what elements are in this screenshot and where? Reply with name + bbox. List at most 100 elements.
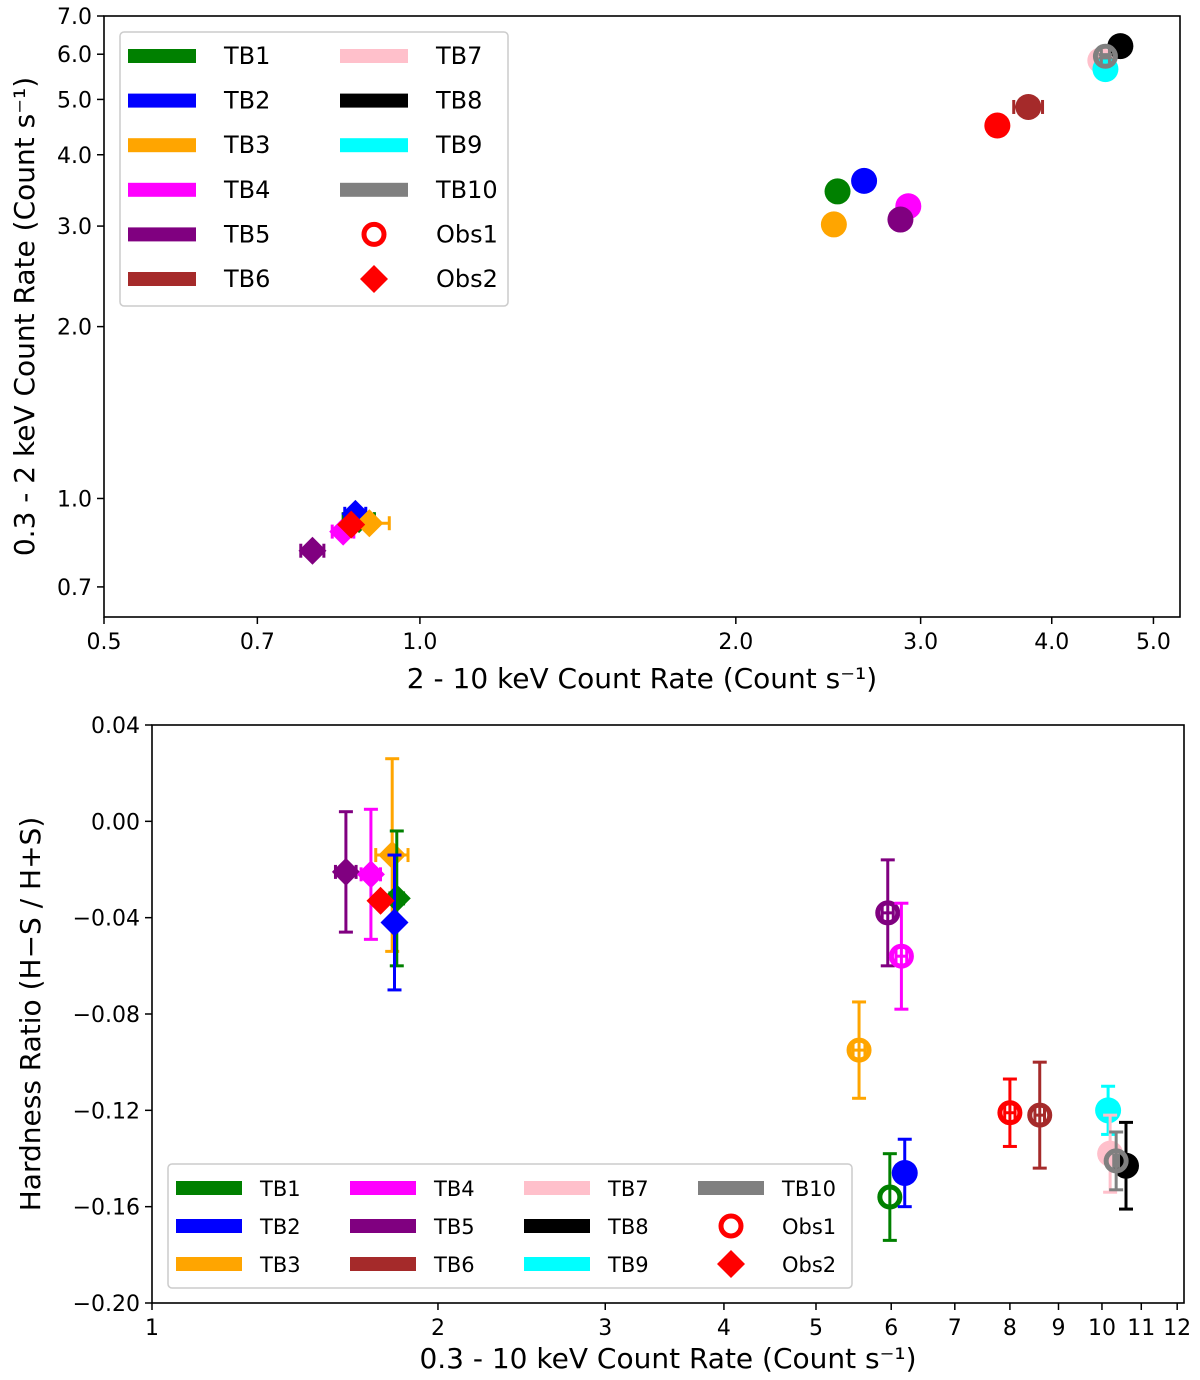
legend-swatch	[340, 49, 408, 63]
x-tick-label: 2.0	[718, 630, 753, 655]
legend-swatch	[350, 1181, 416, 1195]
legend-entry-tb3: TB3	[176, 1253, 301, 1277]
legend-entry-tb7: TB7	[524, 1177, 649, 1201]
legend-entry-obs2: Obs2	[717, 1250, 836, 1278]
marker-circle	[984, 112, 1011, 139]
y-tick-label: 7.0	[57, 5, 92, 30]
point-tb5-obs2	[331, 810, 360, 934]
legend-label: TB6	[223, 265, 270, 293]
legend-label: TB8	[607, 1215, 649, 1239]
point-tb2-obs1	[851, 167, 878, 194]
marker-circle	[824, 178, 851, 205]
legend-swatch	[176, 1257, 242, 1271]
marker-ring	[1092, 43, 1118, 69]
legend-label: TB1	[259, 1177, 301, 1201]
x-tick-label: 10	[1088, 1316, 1116, 1341]
legend-swatch	[361, 221, 387, 247]
legend-entry-tb1: TB1	[128, 42, 270, 70]
legend-swatch	[718, 1213, 744, 1239]
y-tick-label: −0.20	[73, 1292, 140, 1317]
legend-entry-tb10: TB10	[340, 176, 498, 204]
y-tick-label: 6.0	[57, 43, 92, 68]
legend-entry-tb6: TB6	[350, 1253, 475, 1277]
y-tick-label: 0.7	[57, 576, 92, 601]
x-tick-label: 3.0	[903, 630, 938, 655]
point-tb4-obs2	[356, 807, 385, 941]
legend-entry-tb1: TB1	[176, 1177, 301, 1201]
legend-label: Obs2	[782, 1253, 836, 1277]
legend-swatch	[340, 182, 408, 197]
y-tick-label: −0.12	[73, 1099, 140, 1124]
plot-frame	[103, 15, 1181, 618]
marker-diamond	[331, 857, 360, 886]
legend-entry-tb4: TB4	[350, 1177, 475, 1201]
y-tick-label: 3.0	[57, 215, 92, 240]
legend-label: TB2	[259, 1215, 301, 1239]
point-tb6-obs1	[1012, 93, 1045, 120]
legend: TB1 TB2 TB3 TB4 TB5 TB6 TB7 TB8 TB9 TB10 Obs1 Obs2	[119, 31, 509, 307]
legend-entry-tb9: TB9	[340, 131, 482, 159]
x-tick-label: 5	[809, 1316, 823, 1341]
legend-entry-tb5: TB5	[350, 1215, 475, 1239]
legend-entry-tb9: TB9	[524, 1253, 649, 1277]
legend-label: Obs2	[436, 265, 498, 293]
legend-label: TB7	[435, 42, 482, 70]
legend-swatch	[128, 93, 196, 108]
y-axis-title: 0.3 - 2 keV Count Rate (Count s⁻¹)	[8, 77, 41, 556]
legend-swatch	[128, 138, 196, 153]
y-tick-label: 1.0	[57, 487, 92, 512]
legend-swatch	[350, 1219, 416, 1233]
point-tb9-obs1	[1095, 1084, 1122, 1136]
legend-label: TB10	[781, 1177, 836, 1201]
marker-circle	[1015, 93, 1042, 120]
marker-diamond	[337, 510, 366, 539]
point-tb6-obs1	[1027, 1060, 1053, 1170]
point-tb5-obs1	[887, 206, 914, 233]
point-obs2-red	[337, 510, 366, 539]
x-tick-label: 2	[431, 1316, 445, 1341]
legend-swatch	[128, 49, 196, 63]
x-tick-label: 0.5	[87, 630, 122, 655]
legend-swatch	[698, 1181, 764, 1195]
marker-diamond	[366, 886, 395, 915]
legend-entry-tb6: TB6	[128, 265, 270, 293]
marker-ring	[997, 1100, 1023, 1126]
legend-swatch	[128, 182, 196, 197]
point-tb2-obs1	[891, 1137, 918, 1209]
legend-swatch	[176, 1181, 242, 1195]
legend-label: TB3	[223, 131, 270, 159]
marker-circle	[1095, 1097, 1122, 1124]
legend-entry-obs1: Obs1	[361, 220, 498, 248]
legend-swatch	[350, 1257, 416, 1271]
legend: TB1 TB2 TB3 TB4 TB5 TB6 TB7 TB8 TB9 TB10 Obs1 Obs2	[167, 1163, 853, 1289]
legend-label: TB6	[433, 1253, 475, 1277]
legend-label: TB3	[259, 1253, 301, 1277]
legend-label: TB9	[607, 1253, 649, 1277]
legend-swatch	[524, 1219, 590, 1233]
point-obs2-red	[366, 886, 395, 915]
legend-swatch	[340, 138, 408, 153]
legend-label: TB4	[223, 176, 270, 204]
legend-swatch	[524, 1257, 590, 1271]
x-tick-label: 4	[717, 1316, 731, 1341]
x-tick-label: 0.7	[240, 630, 275, 655]
legend-entry-obs2: Obs2	[360, 265, 498, 293]
x-tick-label: 12	[1163, 1316, 1191, 1341]
legend-box	[119, 31, 509, 307]
point-tb3-obs1	[820, 211, 847, 238]
point-tb5-obs2	[298, 536, 327, 565]
legend-entry-tb2: TB2	[176, 1215, 301, 1239]
x-tick-label: 4.0	[1034, 630, 1069, 655]
marker-ring	[888, 943, 914, 969]
x-tick-label: 1	[145, 1316, 159, 1341]
x-tick-label: 11	[1127, 1316, 1155, 1341]
x-axis-title: 2 - 10 keV Count Rate (Count s⁻¹)	[407, 662, 877, 695]
legend-swatch	[360, 265, 388, 293]
legend-label: TB4	[433, 1177, 475, 1201]
legend-label: Obs1	[436, 220, 498, 248]
chart-1: 0.5 0.7 1.0 2.0 3.0 4.0 5.0 0.7 1.0 2.0 3.0 4.0 5.0 6…	[8, 5, 1181, 695]
point-tb1-obs1	[877, 1152, 903, 1242]
point-tb4-obs1	[888, 901, 914, 1011]
y-axis-title: Hardness Ratio (H−S / H+S)	[14, 817, 47, 1212]
